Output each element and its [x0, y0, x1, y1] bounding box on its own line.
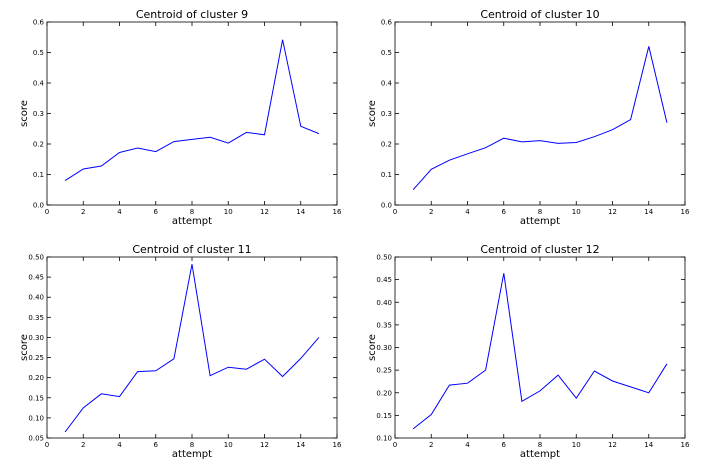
- x-tick-label: 6: [154, 441, 159, 449]
- chart-panel: Centroid of cluster 10 0 2 4 6 8 10 12 14 16 0.0 0.…: [367, 8, 690, 227]
- y-axis-label: score: [367, 100, 378, 127]
- x-axis-label: attempt: [520, 449, 560, 460]
- y-tick-label: 0.4: [33, 80, 45, 88]
- x-tick-label: 4: [465, 441, 470, 449]
- x-tick-label: 0: [393, 441, 397, 449]
- y-tick-label: 0.25: [376, 367, 392, 375]
- y-tick-label: 0.4: [381, 80, 393, 88]
- y-axis-label: score: [19, 100, 30, 127]
- y-tick-label: 0.15: [28, 394, 44, 402]
- x-tick-label: 0: [45, 441, 49, 449]
- x-tick-label: 16: [681, 441, 690, 449]
- chart-panel: Centroid of cluster 11 0 2 4 6 8 10 12 14 16 0.05 0…: [19, 243, 342, 460]
- y-tick-label: 0.5: [33, 49, 44, 57]
- y-tick-label: 0.6: [33, 19, 45, 27]
- series-line: [64, 264, 320, 433]
- y-tick-label: 0.5: [381, 49, 392, 57]
- series-line: [412, 46, 668, 191]
- y-tick-label: 0.35: [376, 321, 392, 329]
- x-tick-label: 12: [260, 208, 269, 216]
- y-tick-label: 0.25: [28, 354, 44, 362]
- y-tick-label: 0.0: [381, 202, 392, 210]
- x-tick-label: 12: [608, 441, 617, 449]
- x-axis-label: attempt: [172, 216, 212, 227]
- x-tick-label: 6: [502, 441, 507, 449]
- plot-frame: [394, 256, 686, 439]
- chart-title: Centroid of cluster 10: [480, 8, 599, 21]
- x-tick-label: 16: [333, 441, 342, 449]
- x-tick-label: 8: [538, 208, 542, 216]
- y-tick-label: 0.30: [376, 344, 392, 352]
- y-tick-label: 0.6: [381, 19, 393, 27]
- x-tick-label: 4: [117, 208, 122, 216]
- x-tick-label: 10: [224, 441, 233, 449]
- x-tick-label: 14: [296, 441, 305, 449]
- y-tick-label: 0.3: [33, 110, 44, 118]
- y-tick-label: 0.20: [28, 374, 44, 382]
- y-tick-label: 0.10: [28, 414, 44, 422]
- y-tick-label: 0.40: [376, 299, 392, 307]
- series-line: [412, 273, 668, 430]
- x-tick-label: 14: [644, 208, 653, 216]
- y-tick-label: 0.45: [376, 276, 392, 284]
- y-tick-label: 0.10: [376, 435, 392, 443]
- y-tick-label: 0.45: [28, 274, 44, 282]
- x-tick-label: 10: [572, 208, 581, 216]
- x-tick-label: 12: [260, 441, 269, 449]
- chart-panel: Centroid of cluster 12 0 2 4 6 8 10 12 14 16 0.10 0…: [367, 243, 690, 460]
- chart-title: Centroid of cluster 11: [132, 243, 251, 256]
- chart-title: Centroid of cluster 12: [480, 243, 599, 256]
- y-tick-label: 0.35: [28, 314, 44, 322]
- y-tick-label: 0.05: [28, 435, 44, 443]
- x-tick-label: 14: [644, 441, 653, 449]
- chart-title: Centroid of cluster 9: [136, 8, 248, 21]
- y-axis-label: score: [367, 334, 378, 361]
- y-tick-label: 0.40: [28, 294, 44, 302]
- x-tick-label: 16: [333, 208, 342, 216]
- x-axis-label: attempt: [520, 216, 560, 227]
- x-tick-label: 12: [608, 208, 617, 216]
- y-tick-label: 0.15: [376, 412, 392, 420]
- x-tick-label: 0: [45, 208, 49, 216]
- x-tick-label: 4: [465, 208, 470, 216]
- x-tick-label: 8: [190, 208, 194, 216]
- x-tick-label: 2: [429, 441, 433, 449]
- plot-frame: [46, 21, 338, 206]
- x-tick-label: 10: [572, 441, 581, 449]
- plot-frame: [394, 21, 686, 206]
- y-tick-label: 0.1: [33, 171, 44, 179]
- x-tick-label: 8: [538, 441, 542, 449]
- x-tick-label: 16: [681, 208, 690, 216]
- x-tick-label: 4: [117, 441, 122, 449]
- series-line: [64, 39, 320, 182]
- y-tick-label: 0.0: [33, 202, 44, 210]
- y-tick-label: 0.30: [28, 334, 44, 342]
- y-tick-label: 0.3: [381, 110, 392, 118]
- y-tick-label: 0.50: [28, 254, 44, 262]
- y-tick-label: 0.2: [33, 141, 44, 149]
- x-tick-label: 10: [224, 208, 233, 216]
- y-tick-label: 0.1: [381, 171, 392, 179]
- plot-frame: [46, 256, 338, 439]
- x-tick-label: 6: [502, 208, 507, 216]
- chart-panel: Centroid of cluster 9 0 2 4 6 8 10 12 14 16 0.0 0.1…: [19, 8, 342, 227]
- x-tick-label: 8: [190, 441, 194, 449]
- x-tick-label: 6: [154, 208, 159, 216]
- x-tick-label: 2: [81, 208, 85, 216]
- y-tick-label: 0.2: [381, 141, 392, 149]
- x-tick-label: 2: [429, 208, 433, 216]
- x-tick-label: 2: [81, 441, 85, 449]
- y-axis-label: score: [19, 334, 30, 361]
- x-tick-label: 14: [296, 208, 305, 216]
- y-tick-label: 0.20: [376, 389, 392, 397]
- x-axis-label: attempt: [172, 449, 212, 460]
- y-tick-label: 0.50: [376, 254, 392, 262]
- x-tick-label: 0: [393, 208, 397, 216]
